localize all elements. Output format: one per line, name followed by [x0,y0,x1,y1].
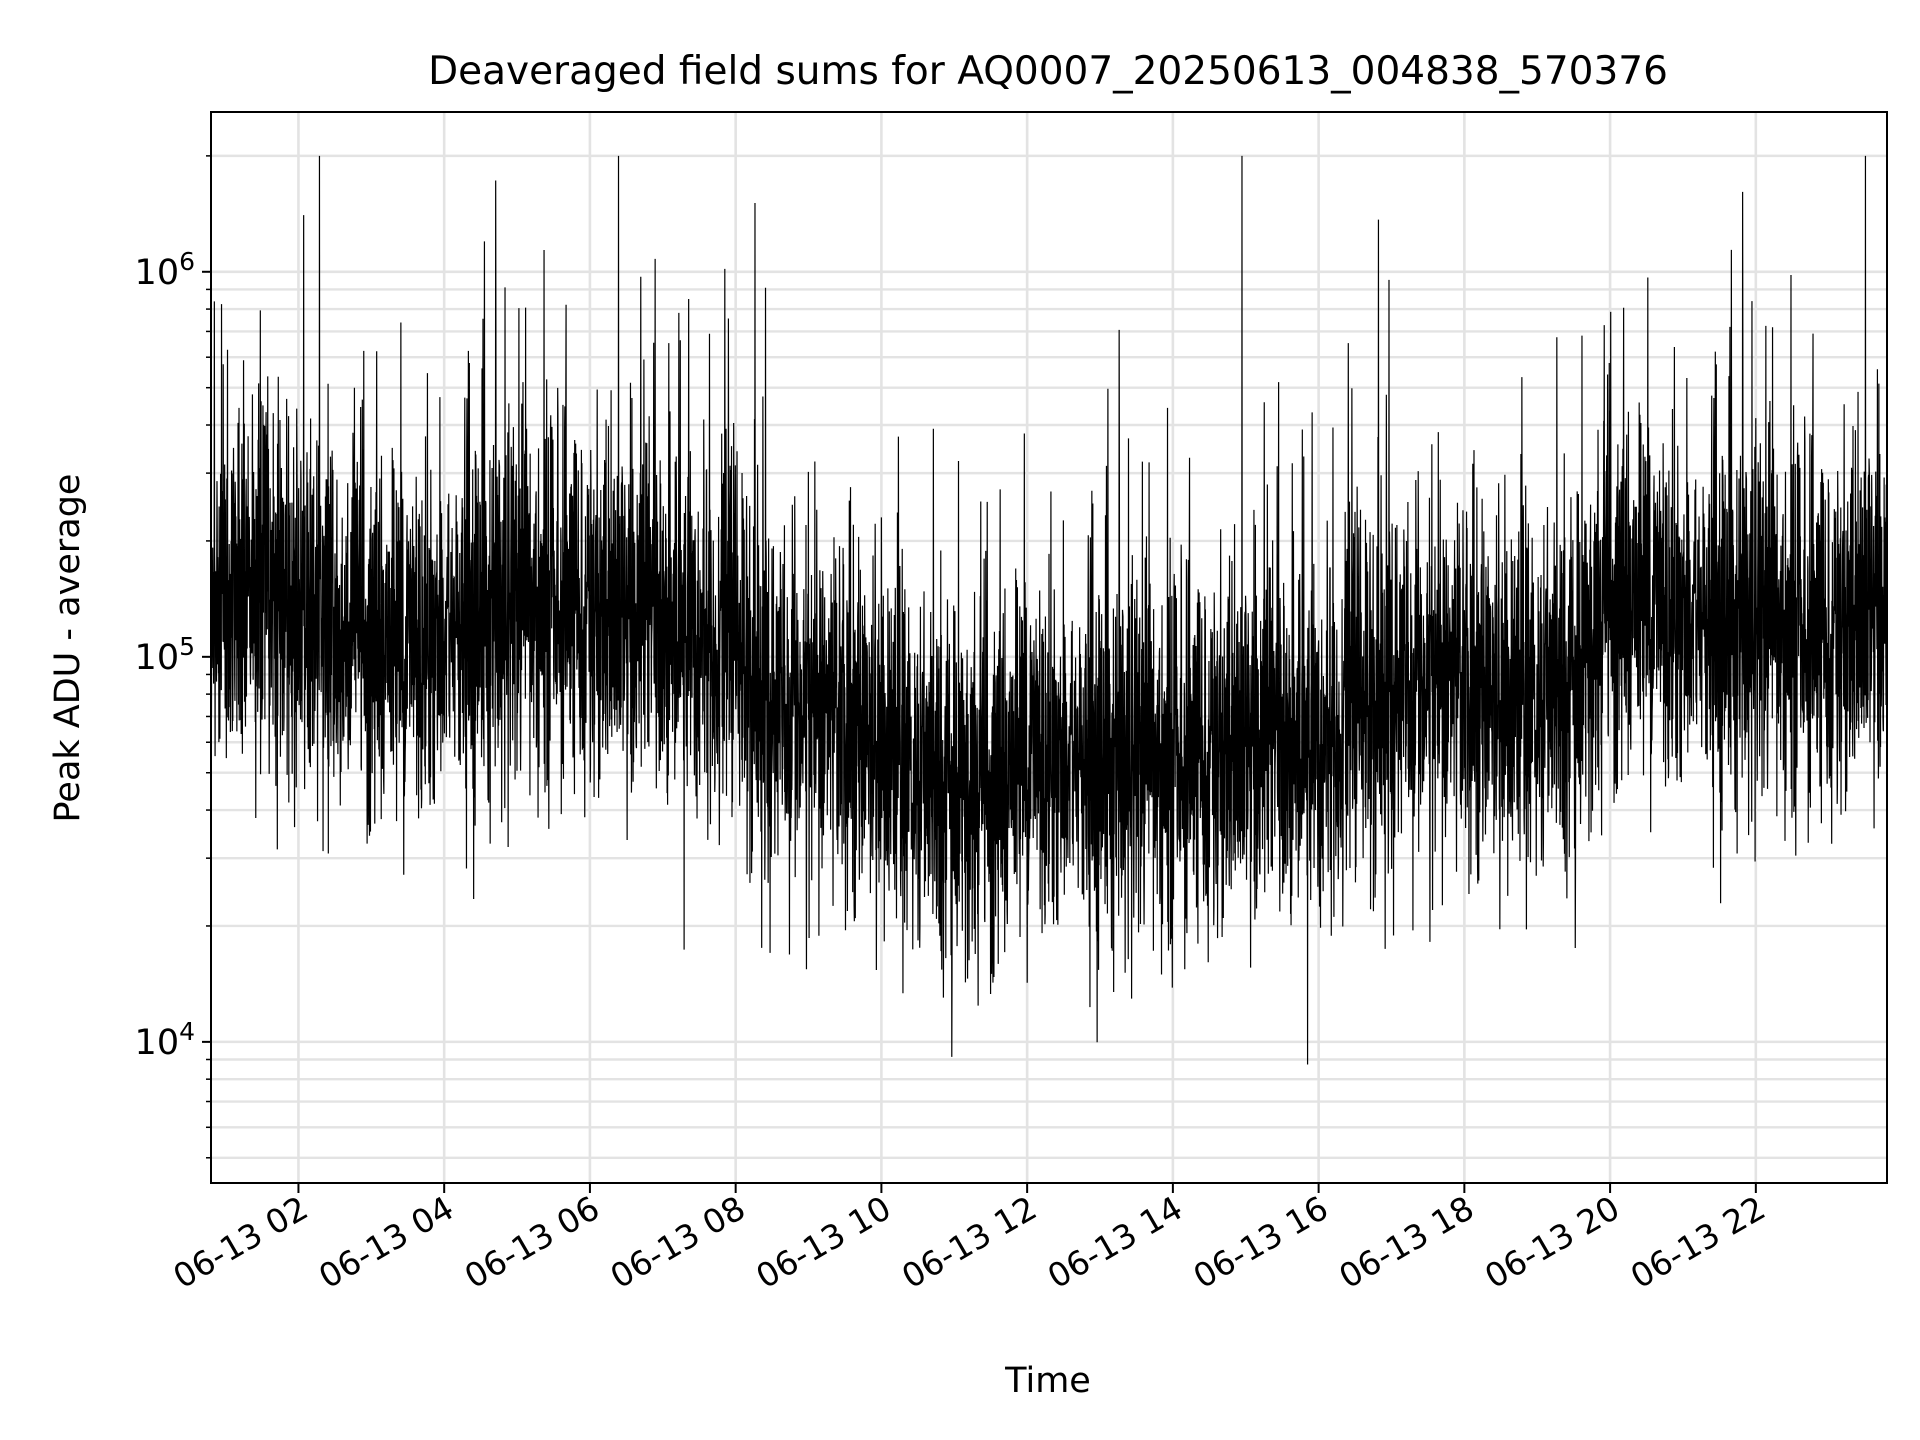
x-axis-label: Time [1004,1361,1091,1401]
axis-ticks [202,155,1757,1193]
y-tick-label: 105 [135,632,195,678]
plot-frame [210,111,1888,1184]
y-tick-label: 106 [135,247,195,293]
y-axis-label: Peak ADU - average [48,474,88,823]
y-tick-label: 104 [135,1017,195,1063]
series-area [210,155,1888,1065]
series-line [210,155,1888,1065]
chart-title: Deaveraged field sums for AQ0007_2025061… [428,49,1668,94]
y-tick-labels: 104 105 106 [135,247,195,1063]
